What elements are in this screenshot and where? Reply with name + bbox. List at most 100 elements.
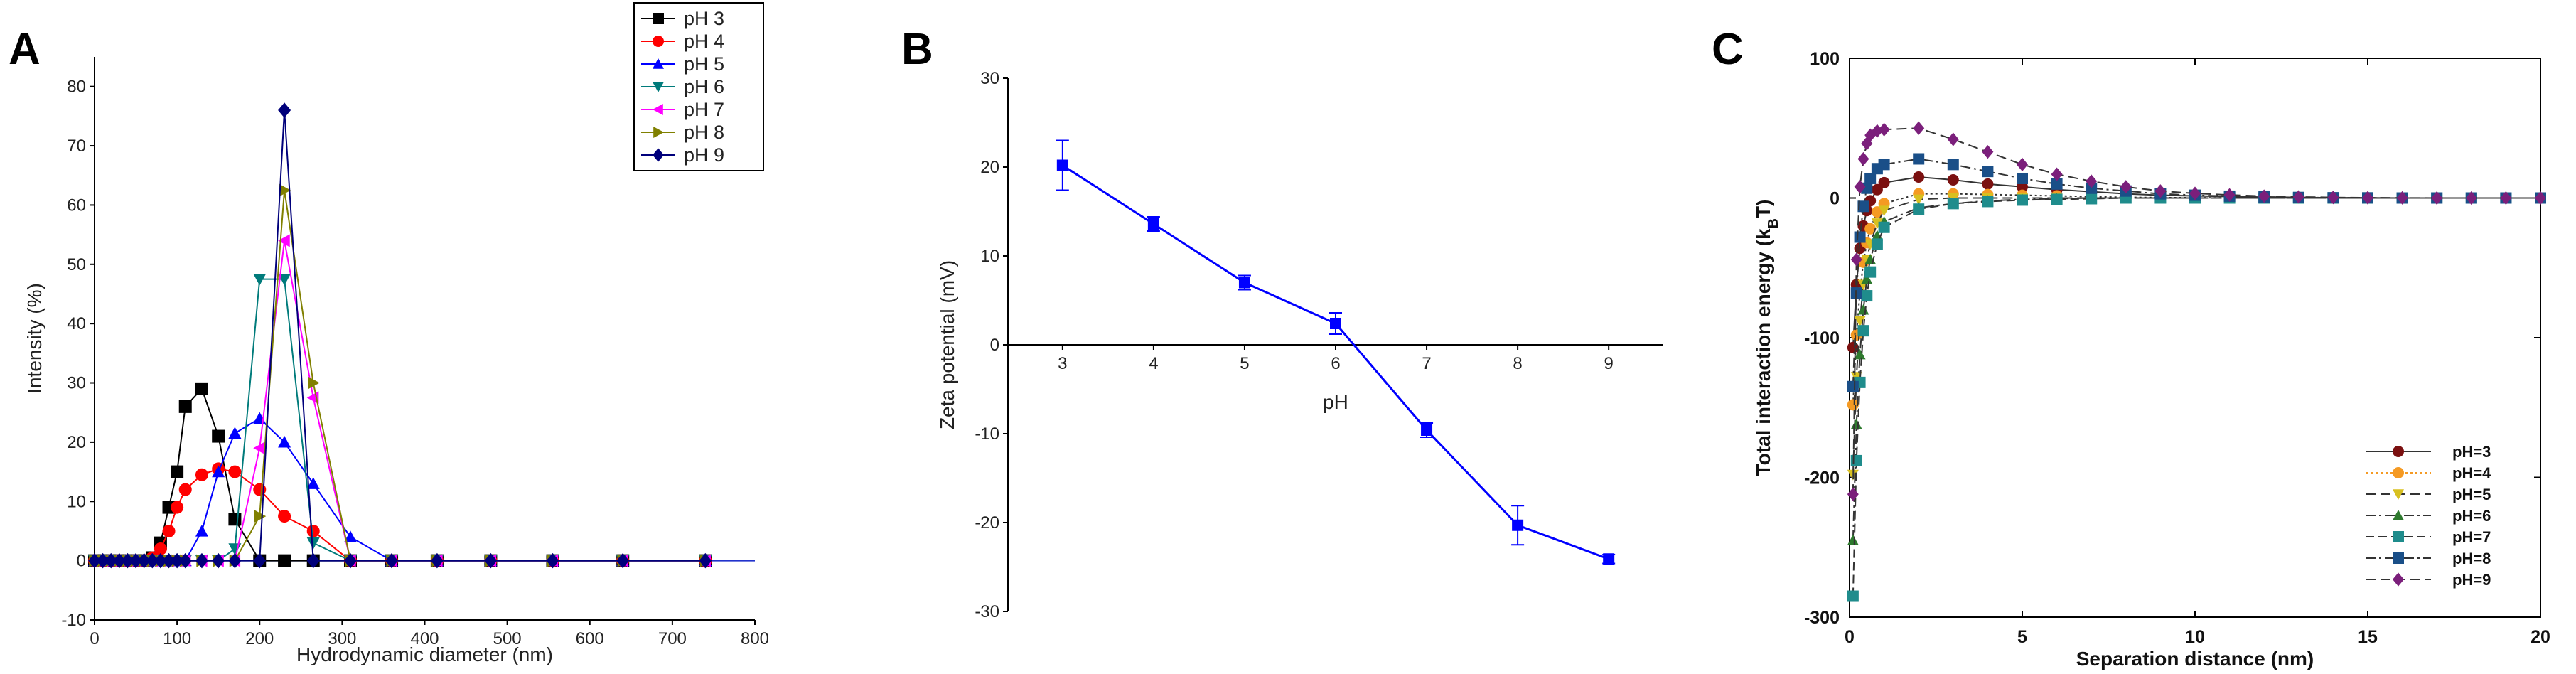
data-point	[1864, 266, 1877, 278]
data-point	[2086, 174, 2098, 188]
data-point	[1864, 223, 1877, 235]
data-point	[195, 524, 208, 537]
x-tick-label: 200	[245, 629, 274, 648]
x-tick-label: 15	[2358, 627, 2378, 647]
series-ph-4	[1847, 188, 2546, 411]
data-point	[195, 468, 208, 481]
y-tick-label: 30	[67, 374, 86, 393]
x-tick-label: 5	[1240, 354, 1249, 373]
series-line	[95, 190, 706, 562]
data-point	[616, 552, 630, 569]
panel-letter-b: B	[901, 25, 933, 74]
data-point	[178, 400, 192, 413]
data-point	[278, 510, 291, 523]
data-point	[1603, 553, 1615, 565]
x-tick-label: 600	[576, 629, 604, 648]
data-point	[699, 552, 712, 569]
x-tick-label: 100	[163, 629, 191, 648]
y-tick-label: -300	[1804, 608, 1840, 628]
y-tick-label: 10	[67, 492, 86, 511]
data-point	[2051, 178, 2063, 190]
data-point	[306, 537, 320, 550]
data-point	[1857, 200, 1869, 213]
data-point	[1864, 172, 1877, 184]
data-point	[2500, 191, 2512, 205]
data-point	[1878, 159, 1890, 171]
x-tick-label: 0	[1845, 627, 1855, 647]
y-tick-label: 0	[77, 552, 86, 571]
x-tick-label: 400	[410, 629, 439, 648]
panel-b: B -30 -20 -10 0 10 20 30 3 4 5 6 7 8 9 pH Zeta potentia…	[889, 0, 1692, 674]
data-point	[279, 183, 291, 197]
data-point	[1147, 218, 1159, 230]
data-point	[1913, 153, 1925, 165]
legend-label: pH=9	[2452, 571, 2491, 589]
data-point	[129, 552, 143, 569]
data-point	[253, 552, 267, 569]
data-point	[1850, 252, 1862, 267]
data-point	[1913, 171, 1925, 183]
y-tick-label: 60	[67, 196, 86, 215]
series-ph-6	[88, 273, 712, 567]
legend-marker	[653, 82, 664, 92]
y-tick-label: 70	[67, 137, 86, 156]
legend-label: pH 9	[684, 144, 724, 166]
x-tick-label: 5	[2017, 627, 2027, 647]
data-point	[278, 234, 290, 247]
y-tick-label: -30	[975, 602, 999, 621]
series-ph-9	[1847, 121, 2546, 501]
legend-marker	[653, 104, 663, 115]
x-tick-label: 500	[493, 629, 522, 648]
y-tick-label: 50	[67, 255, 86, 274]
legend-marker	[2393, 467, 2404, 478]
legend-marker	[2393, 489, 2404, 500]
x-tick-label: 800	[741, 629, 769, 648]
data-point	[1878, 221, 1890, 233]
data-point	[1878, 205, 1890, 217]
y-tick-label: 30	[980, 69, 999, 88]
data-point	[88, 552, 101, 569]
series-line	[1852, 197, 2540, 597]
data-point	[1913, 121, 1925, 135]
legend-marker	[653, 13, 664, 24]
legend-label: pH 6	[684, 76, 724, 97]
data-point	[212, 429, 225, 443]
data-point	[228, 552, 242, 569]
data-point	[1913, 203, 1925, 215]
x-tick-label: 4	[1149, 354, 1158, 373]
legend-label: pH 3	[684, 8, 724, 29]
data-point	[484, 552, 498, 569]
data-point	[2431, 191, 2443, 205]
data-point	[278, 554, 291, 567]
data-point	[195, 382, 208, 395]
data-point	[2086, 182, 2098, 194]
data-point	[162, 524, 176, 537]
data-point	[254, 510, 267, 523]
legend-label: pH=6	[2452, 507, 2491, 525]
legend-label: pH=7	[2452, 528, 2491, 546]
data-point	[1847, 341, 1859, 353]
legend-label: pH=4	[2452, 464, 2491, 482]
legend-label: pH=5	[2452, 486, 2491, 503]
data-point	[430, 552, 444, 569]
legend-label: pH 8	[684, 122, 724, 143]
series-line	[1852, 197, 2540, 540]
legend-label: pH=3	[2452, 443, 2491, 461]
x-tick-label: 9	[1604, 354, 1613, 373]
chart-b-svg: B -30 -20 -10 0 10 20 30 3 4 5 6 7 8 9 pH Zeta potentia…	[901, 25, 1663, 621]
data-point	[343, 530, 357, 542]
y-tick-label: -200	[1804, 469, 1840, 488]
data-point	[178, 483, 192, 496]
data-point	[212, 465, 225, 478]
x-tick-label: 6	[1331, 354, 1340, 373]
y-axis-title: Intensity (%)	[23, 283, 45, 394]
legend-label: pH 4	[684, 31, 724, 52]
data-point	[104, 552, 118, 569]
data-point	[1947, 173, 1959, 186]
data-point	[1421, 424, 1433, 436]
data-point	[2154, 184, 2167, 198]
legend: pH 3pH 4pH 5pH 6pH 7pH 8pH 9	[633, 2, 764, 171]
y-tick-label: 0	[1830, 189, 1840, 209]
data-point	[2362, 191, 2373, 205]
